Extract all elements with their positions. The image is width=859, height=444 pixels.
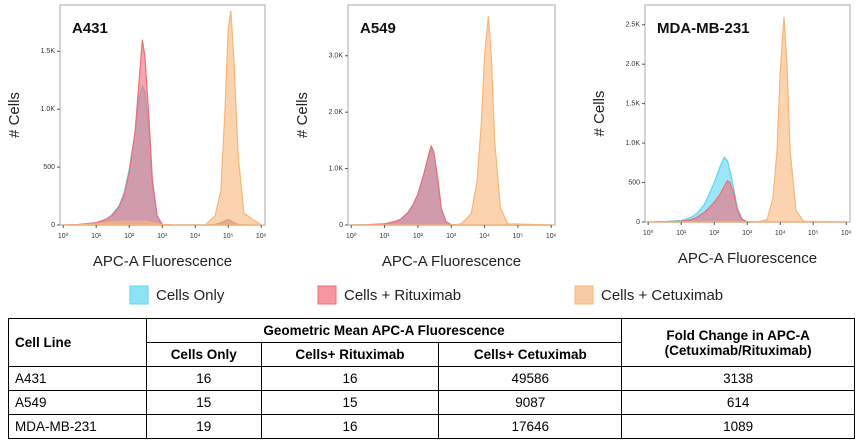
histogram-area: [648, 16, 847, 223]
y-tick-label: 1.0K: [626, 140, 641, 147]
x-tick-label: 10¹: [676, 230, 687, 237]
x-axis-label: APC-A Fluorescence: [678, 250, 817, 267]
header-cell: Cells Only: [145, 342, 262, 367]
header-cell: Cells+ Cetuximab: [438, 342, 623, 367]
histogram-area: [63, 10, 264, 226]
table-cell: A549: [8, 390, 147, 415]
x-axis-label: APC-A Fluorescence: [382, 253, 521, 270]
table-row: A431 16 16 49586 3138: [8, 366, 855, 391]
legend-label: Cells + Cetuximab: [601, 287, 723, 304]
x-tick-label: 10⁴: [479, 233, 490, 240]
table-cell: 17646: [438, 414, 623, 439]
table-row: A549 15 15 9087 614: [8, 390, 855, 415]
legend-swatch: [129, 285, 149, 305]
x-tick-label: 10¹: [91, 233, 102, 240]
table-cell: 9087: [438, 390, 623, 415]
y-tick-label: 2.0K: [626, 61, 641, 68]
table-cell: 16: [145, 366, 262, 391]
histogram-area: [351, 16, 552, 226]
summary-table: Cell Line Geometric Mean APC-A Fluoresce…: [8, 318, 855, 439]
x-tick-label: 10⁰: [643, 229, 654, 237]
chart-title: A549: [360, 20, 396, 37]
y-tick-label: 3.0K: [329, 53, 344, 60]
y-tick-label: 500: [628, 179, 640, 186]
table-cell: 3138: [621, 366, 855, 391]
x-tick-label: 10³: [742, 230, 753, 237]
y-tick-label: 1.5K: [626, 100, 641, 107]
plot-frame: [347, 4, 556, 226]
x-tick-label: 10⁵: [223, 233, 234, 240]
x-tick-label: 10⁰: [58, 232, 69, 240]
plot-frame: [644, 4, 851, 223]
y-axis-label: # Cells: [6, 92, 23, 138]
header-cell: Cells+ Rituximab: [260, 342, 440, 367]
legend-label: Cells + Rituximab: [344, 287, 461, 304]
x-tick-label: 10⁶: [256, 233, 267, 240]
y-tick-label: 500: [43, 164, 55, 171]
y-axis-label: # Cells: [591, 91, 608, 137]
y-tick-label: 0: [51, 222, 55, 229]
table-cell: 19: [145, 414, 262, 439]
x-tick-label: 10³: [446, 233, 457, 240]
y-tick-label: 1.5K: [41, 48, 56, 55]
x-tick-label: 10⁰: [346, 232, 357, 240]
x-tick-label: 10⁶: [546, 233, 557, 240]
table-body: A431 16 16 49586 3138 A549 15 15 9087 614 MDA-MB-2…: [8, 366, 855, 439]
header-text: (Cetuximab/Rituximab): [664, 342, 812, 358]
legend-swatch: [574, 285, 594, 305]
header-cell: Geometric Mean APC-A Fluorescence: [145, 318, 623, 343]
table-cell: 15: [260, 390, 440, 415]
x-tick-label: 10⁴: [190, 233, 201, 240]
y-tick-label: 0: [339, 222, 343, 229]
x-tick-label: 10¹: [379, 233, 390, 240]
chart-title: MDA-MB-231: [657, 20, 750, 37]
table-cell: 1089: [621, 414, 855, 439]
y-tick-label: 2.5K: [626, 22, 641, 29]
x-tick-label: 10²: [124, 233, 135, 240]
header-text: Fold Change in APC-A: [666, 327, 810, 343]
table-cell: A431: [8, 366, 147, 391]
table-cell: 16: [260, 414, 440, 439]
x-tick-label: 10⁵: [513, 233, 524, 240]
x-tick-label: 10²: [413, 233, 424, 240]
table-cell: 614: [621, 390, 855, 415]
y-tick-label: 1.0K: [329, 165, 344, 172]
header-cell: Cell Line: [8, 318, 147, 367]
header-row: Cell Line Geometric Mean APC-A Fluoresce…: [8, 318, 855, 367]
y-tick-label: 1.0K: [41, 106, 56, 113]
x-tick-label: 10³: [157, 233, 168, 240]
y-tick-label: 0: [636, 219, 640, 226]
x-tick-label: 10²: [709, 230, 720, 237]
histogram-panels: 0 500 1.0K 1.5K 10⁰ 10¹ 10² 10³ 10⁴ 10⁵ 10⁶ A431 APC…: [6, 4, 852, 305]
chart-title: A431: [72, 20, 108, 37]
legend-swatch: [317, 285, 337, 305]
header-cell: Fold Change in APC-A (Cetuximab/Rituximab…: [621, 318, 855, 367]
y-tick-label: 2.0K: [329, 109, 344, 116]
legend-label: Cells Only: [156, 287, 225, 304]
table-cell: 49586: [438, 366, 623, 391]
table-cell: 16: [260, 366, 440, 391]
x-tick-label: 10⁵: [808, 230, 819, 237]
x-axis-label: APC-A Fluorescence: [93, 253, 232, 270]
table-cell: MDA-MB-231: [8, 414, 147, 439]
header-row: Cells Only Cells+ Rituximab Cells+ Cetux…: [9, 342, 855, 367]
x-tick-label: 10⁴: [775, 230, 786, 237]
y-axis-label: # Cells: [294, 92, 311, 138]
table-cell: 15: [145, 390, 262, 415]
x-tick-label: 10⁶: [841, 230, 852, 237]
table-row: MDA-MB-231 19 16 17646 1089: [8, 414, 855, 439]
